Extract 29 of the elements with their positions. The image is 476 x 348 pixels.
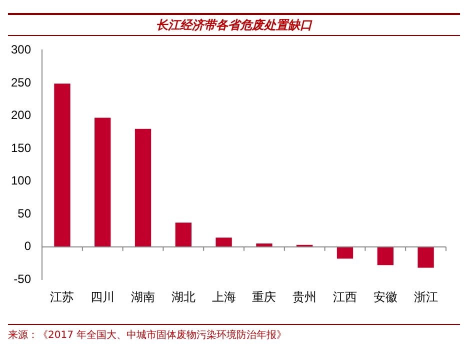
x-tick-label: 安徽 [373, 290, 398, 304]
bar [216, 238, 232, 247]
x-tick-label: 上海 [212, 290, 236, 304]
y-tick-label: 250 [10, 75, 32, 90]
bar [175, 222, 192, 247]
y-tick-label: 100 [10, 174, 32, 188]
x-tick-label: 湖南 [131, 290, 156, 304]
y-tick-label: 200 [10, 108, 32, 122]
bar [377, 246, 394, 266]
x-tick-label: 江西 [333, 290, 358, 304]
y-tick-label: 300 [10, 42, 32, 57]
y-tick-label: 150 [10, 140, 32, 155]
bar [256, 244, 272, 247]
bar [418, 246, 434, 268]
x-tick-label: 湖北 [171, 290, 196, 304]
x-tick-label: 江苏 [50, 290, 74, 304]
bar [94, 118, 111, 247]
bar [336, 246, 354, 259]
y-tick-label: 0 [24, 239, 32, 254]
x-tick-label: 浙江 [414, 290, 438, 304]
x-tick-label: 贵州 [292, 290, 317, 304]
bar [54, 84, 70, 247]
x-tick-label: 重庆 [252, 290, 276, 304]
y-tick-label: -50 [14, 272, 32, 286]
x-tick-label: 四川 [90, 290, 115, 304]
bar [134, 128, 152, 247]
source-note: 来源：《2017 年全国大、中城市固体废物污染环境防治年报》 [8, 324, 460, 342]
y-tick-label: 50 [18, 206, 32, 220]
chart-title: 长江经济带各省危废处置缺口 [8, 13, 460, 36]
